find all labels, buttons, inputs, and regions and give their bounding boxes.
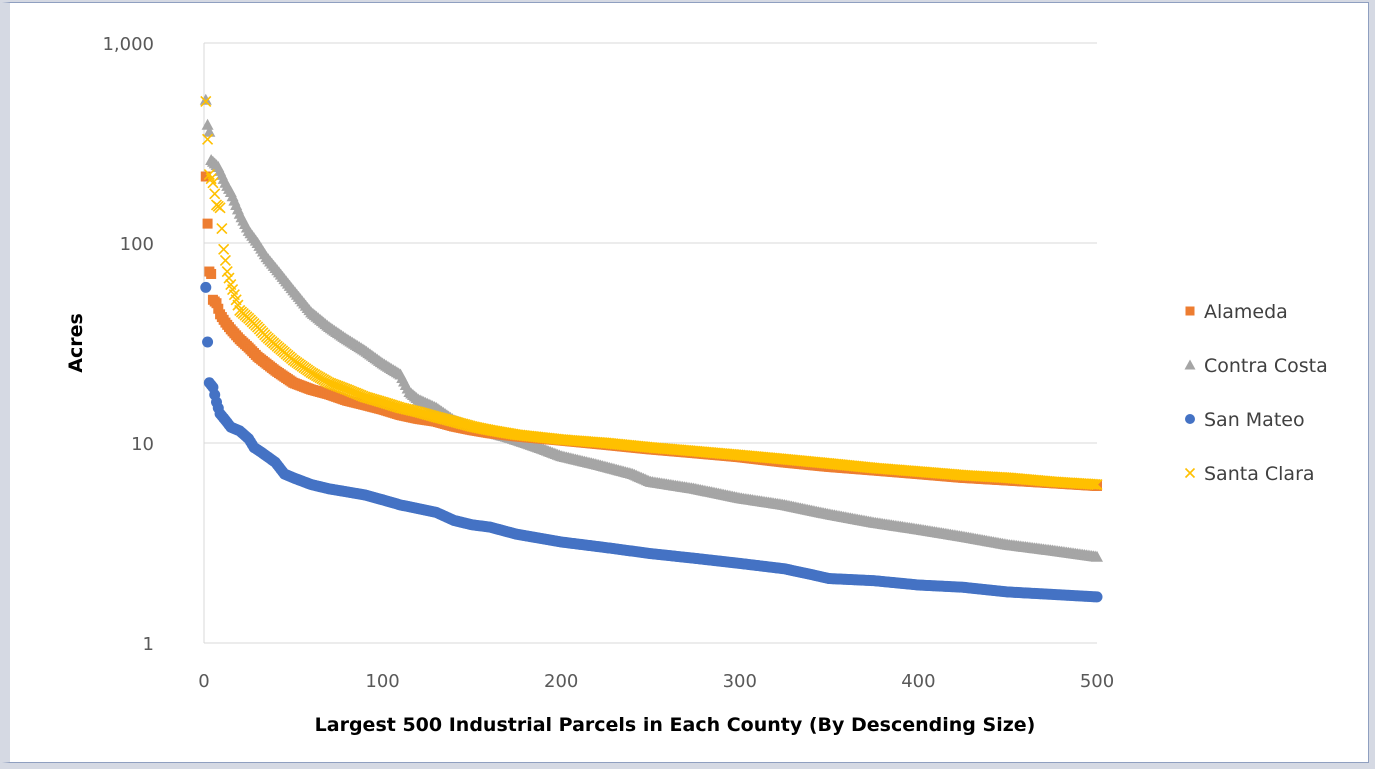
data-point [201,118,214,130]
data-point [207,177,219,189]
chart-canvas: 1 10 100 1,000 0 100 200 300 400 500 Acres Large… [65,34,1328,736]
x-axis-ticks: 0 100 200 300 400 500 [198,671,1114,692]
data-point [223,272,235,284]
y-tick-label: 1 [143,634,154,655]
data-point [202,218,213,229]
series-san-mateo [200,281,1103,603]
legend-marker [1185,306,1195,316]
legend-marker [1184,467,1196,479]
y-axis-title: Acres [65,313,87,373]
x-tick-label: 0 [198,671,209,692]
data-point [1091,478,1103,491]
data-point [216,222,228,235]
data-point [221,265,233,278]
data-point [219,254,231,266]
data-point [202,336,214,348]
x-tick-label: 100 [365,671,399,692]
legend-label: Alameda [1204,301,1288,323]
legend-item: Contra Costa [1184,355,1328,377]
legend-marker [1184,359,1196,370]
legend-item: Santa Clara [1184,463,1315,485]
data-point [1087,478,1099,490]
legend-label: Contra Costa [1204,355,1328,377]
data-point [1091,550,1103,562]
data-point [214,202,226,214]
data-point [199,93,212,105]
x-tick-label: 500 [1080,671,1114,692]
y-tick-label: 1,000 [102,34,154,55]
data-point [211,298,222,309]
x-tick-label: 400 [901,671,935,692]
y-tick-label: 100 [120,234,154,255]
series-santa-clara [200,95,1103,491]
legend-item: Alameda [1185,301,1288,323]
x-axis-title: Largest 500 Industrial Parcels in Each C… [315,714,1036,736]
data-point [202,133,214,145]
legend-marker [1185,414,1195,424]
y-axis-ticks: 1 10 100 1,000 [102,34,154,655]
x-tick-label: 200 [544,671,578,692]
data-point [1091,591,1103,603]
data-point [1089,478,1101,490]
data-point [209,188,221,200]
data-point [200,281,212,293]
data-point [213,303,224,314]
legend-label: San Mateo [1204,409,1305,431]
y-tick-label: 10 [131,434,154,455]
data-point [206,268,217,279]
data-point [218,243,230,255]
x-tick-label: 300 [723,671,757,692]
legend-item: San Mateo [1185,409,1305,431]
data-point [200,95,212,108]
legend-label: Santa Clara [1204,463,1315,485]
data-point [200,171,211,182]
plot-area [199,93,1103,603]
data-point [203,125,216,137]
legend: Alameda Contra Costa San Mateo Santa Clara [1184,301,1328,485]
